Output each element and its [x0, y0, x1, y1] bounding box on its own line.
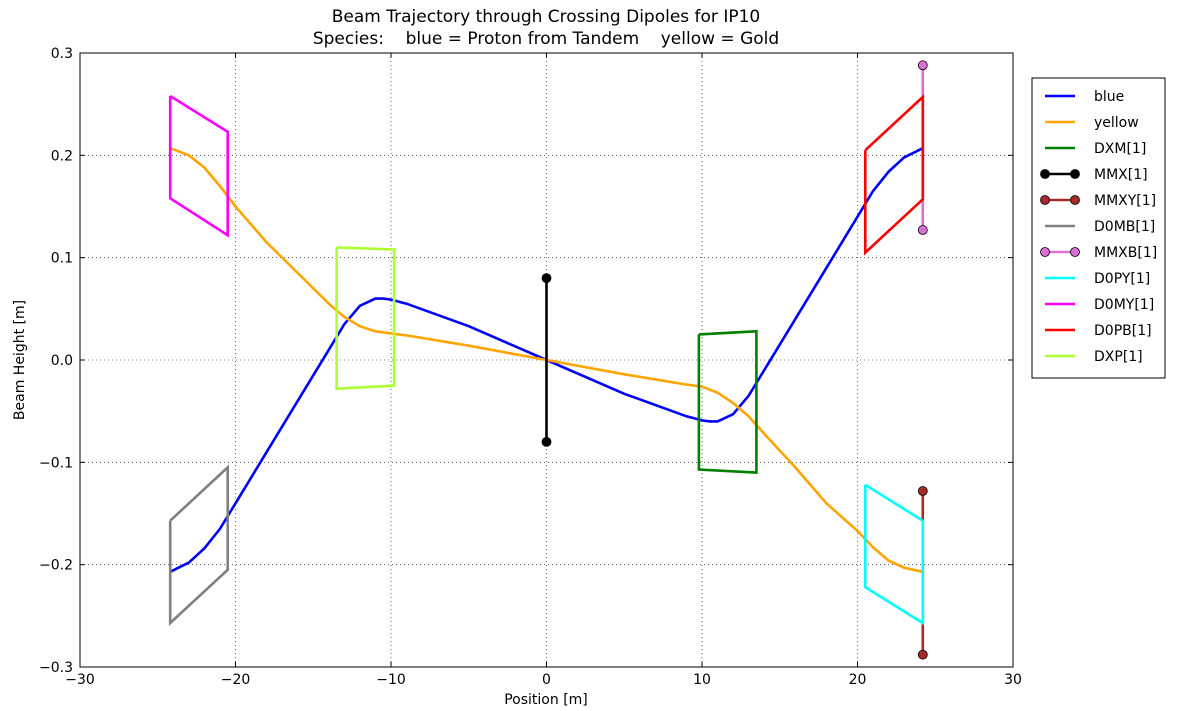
legend: blue yellow DXM[1] MMX[1] MMXY[1] D0MB[1] MMXB…	[1031, 77, 1166, 379]
legend-entry: DXM[1]	[1045, 141, 1146, 157]
x-tick-label: 0	[542, 672, 551, 688]
legend-label: DXM[1]	[1094, 141, 1146, 157]
legend-label: D0PB[1]	[1094, 323, 1152, 339]
legend-marker	[1040, 195, 1050, 205]
legend-marker	[1070, 247, 1080, 257]
legend-label: MMX[1]	[1094, 167, 1148, 183]
y-tick-label: 0.3	[51, 46, 73, 62]
legend-label: DXP[1]	[1094, 349, 1143, 365]
marker-group	[541, 60, 928, 660]
series-group	[168, 65, 925, 655]
series-point-4	[917, 649, 928, 660]
series-line-9	[863, 94, 925, 256]
legend-entry: D0PY[1]	[1045, 271, 1150, 287]
x-tick-label: 20	[849, 672, 867, 688]
series-line-10	[335, 246, 396, 391]
y-tick-label: −0.3	[39, 660, 73, 676]
legend-entry: yellow	[1045, 115, 1139, 131]
legend-entry: D0PB[1]	[1045, 323, 1152, 339]
plot-area: −30 −20 −10 0 10 20 30 −0.3 −0.2 −0.1 0.0 0.1 0.2 0.3	[39, 46, 1022, 688]
legend-marker	[1040, 247, 1050, 257]
x-tick-label: 10	[693, 672, 711, 688]
legend-entry: D0MB[1]	[1045, 219, 1155, 235]
legend-label: D0MY[1]	[1094, 297, 1154, 313]
y-axis-label: Beam Height [m]	[12, 300, 28, 420]
series-line-8	[168, 94, 229, 238]
legend-label: MMXB[1]	[1094, 245, 1157, 261]
x-tick-label: −30	[65, 672, 95, 688]
chart-subtitle: Species: blue = Proton from Tandem yello…	[313, 29, 779, 49]
legend-entry: MMXY[1]	[1040, 193, 1156, 209]
legend-box	[1031, 77, 1166, 379]
y-tick-label: 0.1	[51, 251, 73, 267]
x-tick-label: −20	[221, 672, 251, 688]
legend-marker	[1040, 169, 1050, 179]
legend-label: yellow	[1094, 115, 1139, 131]
series-point-3	[541, 273, 552, 284]
legend-entry: MMX[1]	[1040, 167, 1148, 183]
series-point-6	[917, 60, 928, 71]
series-point-6	[917, 225, 928, 235]
series-line-5	[168, 464, 229, 626]
series-line-2	[697, 329, 758, 474]
legend-label: blue	[1094, 89, 1124, 105]
chart-title: Beam Trajectory through Crossing Dipoles…	[332, 7, 760, 27]
legend-label: MMXY[1]	[1094, 193, 1156, 209]
y-tick-label: 0.0	[51, 353, 73, 369]
x-tick-label: 30	[1004, 672, 1022, 688]
legend-entry: D0MY[1]	[1045, 297, 1154, 313]
legend-marker	[1070, 169, 1080, 179]
legend-entry: MMXB[1]	[1040, 245, 1157, 261]
legend-marker	[1070, 195, 1080, 205]
legend-entry: DXP[1]	[1045, 349, 1143, 365]
x-tick-label: −10	[376, 672, 406, 688]
legend-label: D0PY[1]	[1094, 271, 1150, 287]
series-point-4	[917, 486, 928, 496]
x-axis-label: Position [m]	[504, 692, 588, 708]
legend-label: D0MB[1]	[1094, 219, 1155, 235]
series-point-3	[541, 436, 552, 447]
y-tick-label: −0.1	[39, 455, 73, 471]
y-tick-label: −0.2	[39, 558, 73, 574]
legend-entry: blue	[1045, 89, 1124, 105]
series-line-7	[863, 483, 925, 626]
y-tick-label: 0.2	[51, 148, 73, 164]
